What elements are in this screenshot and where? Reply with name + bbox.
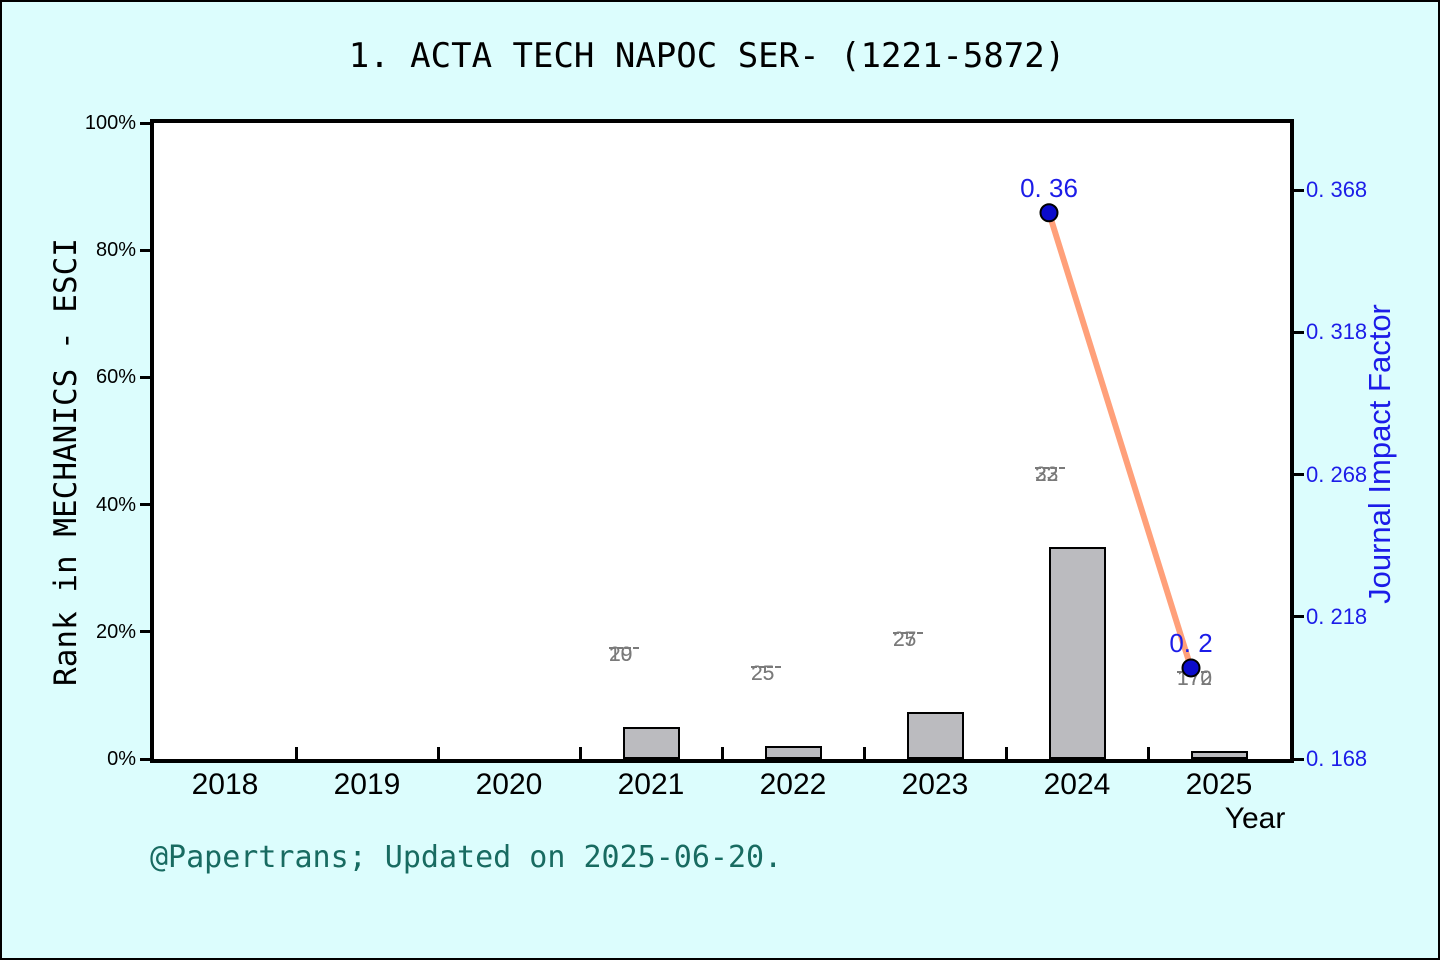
fraction-total: 25 [751,662,775,686]
y-left-tick-label: 40% [95,493,136,516]
y-right-tick-label: 0. 368 [1306,177,1368,202]
y-left-tick-mark [140,121,150,125]
x-tick-mark [1146,747,1150,759]
plot-area [150,119,1294,763]
x-tick-mark [436,747,440,759]
y-left-tick-mark [140,375,150,379]
left-axis-title: Rank in MECHANICS - ESCI [48,238,84,686]
y-left-tick-mark [140,503,150,507]
x-axis-title: Year [1224,802,1286,835]
x-tick-mark [720,747,724,759]
x-tick-label-2018: 2018 [191,768,259,801]
y-right-tick-label: 0. 218 [1306,603,1368,629]
jif-point-label-2024: 0. 36 [1020,172,1078,203]
x-tick-mark [578,747,582,759]
y-right-tick-mark [1294,757,1304,761]
bar-2023 [907,711,964,759]
fraction-total: 33 [1035,463,1059,487]
x-tick-label-2020: 2020 [475,768,543,801]
fraction-total: 27 [893,627,917,651]
y-right-tick-mark [1294,473,1304,476]
right-axis-title: Journal Impact Factor [1362,304,1397,604]
y-right-tick-label: 0. 318 [1306,319,1368,345]
chart-title: 1. ACTA TECH NAPOC SER- (1221-5872) [348,36,1066,76]
fraction-divider [751,666,781,669]
bar-2024 [1049,547,1106,759]
y-left-tick-label: 0% [107,748,136,770]
y-left-tick-mark [140,757,150,761]
footer-note: @Papertrans; Updated on 2025-06-20. [150,840,783,875]
x-tick-label-2021: 2021 [617,768,685,801]
x-tick-label-2022: 2022 [759,768,827,801]
y-left-tick-mark [140,248,150,252]
x-tick-mark [294,747,298,759]
x-tick-mark [1004,747,1008,759]
y-right-tick-mark [1294,615,1304,619]
jif-point-label-2025: 0. 2 [1169,627,1213,658]
bar-2025 [1191,751,1248,759]
bar-2021 [623,727,680,759]
y-right-tick-label: 0. 168 [1306,746,1368,771]
y-left-tick-label: 100% [84,112,136,134]
y-right-tick-label: 0. 268 [1306,461,1368,487]
x-tick-mark [862,747,866,759]
y-right-tick-mark [1294,188,1304,192]
fraction-divider [609,647,639,650]
x-tick-label-2019: 2019 [333,768,401,801]
fraction-total: 172 [1177,667,1213,691]
y-left-tick-label: 20% [95,620,136,643]
y-right-tick-mark [1294,330,1304,334]
y-left-tick-label: 80% [95,239,136,262]
bar-2022 [765,746,822,759]
x-tick-label-2025: 2025 [1185,768,1253,801]
x-tick-label-2024: 2024 [1043,768,1111,801]
y-left-tick-label: 60% [95,366,136,389]
y-left-tick-mark [140,630,150,634]
fraction-total: 20 [609,643,633,667]
fraction-divider [893,631,923,634]
x-tick-label-2023: 2023 [901,768,969,801]
